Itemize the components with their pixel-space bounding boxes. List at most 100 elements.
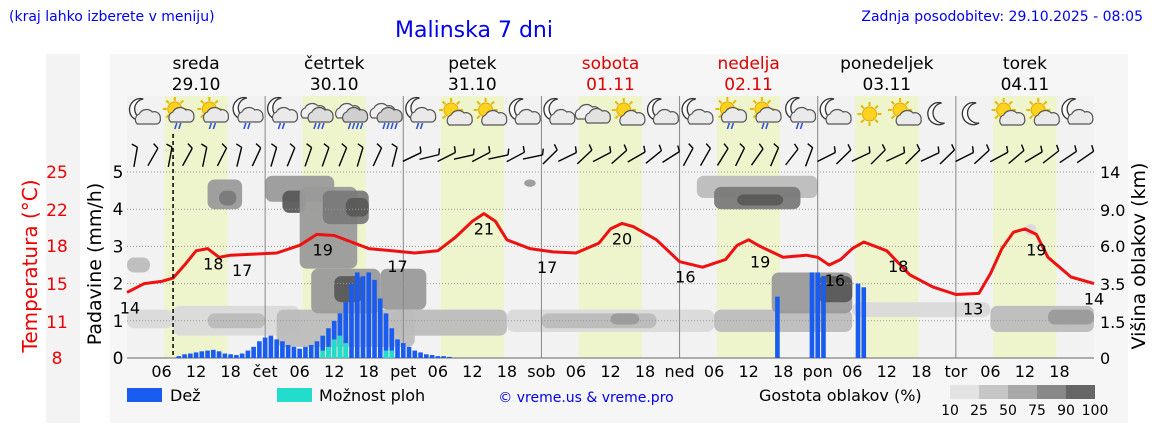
moon-cloud-rain-icon: [405, 96, 437, 130]
rain-bar: [343, 302, 349, 358]
wind-barb: [235, 143, 243, 167]
temperature-value-label: 18: [203, 255, 223, 274]
storm-bar: [389, 350, 395, 358]
wind-barb: [662, 145, 681, 163]
sun-cloud-rain-icon: [749, 97, 782, 130]
temperature-value-label: 17: [387, 257, 407, 276]
cloud-density-level: 10: [941, 403, 959, 419]
temperature-value-label: 21: [474, 220, 494, 239]
wind-barb: [1008, 144, 1025, 165]
temperature-tick: 22: [46, 201, 68, 221]
day-date: 02.11: [724, 75, 773, 95]
cloud-height-tick: 3.5: [1100, 275, 1125, 294]
weather-icons: [128, 96, 1094, 130]
cloud-density-swatch: [1008, 385, 1037, 399]
rain-bar: [821, 276, 826, 358]
wind-barb: [200, 143, 208, 167]
wind-barb: [870, 143, 886, 165]
rain-bar: [400, 343, 406, 358]
hour-label: tor: [945, 362, 968, 381]
rain-bar: [176, 356, 182, 358]
rain-bar: [395, 339, 400, 358]
rain-bar: [349, 283, 354, 358]
cloud-density-level: 100: [1082, 403, 1109, 419]
temperature-value-label: 13: [963, 299, 983, 318]
hour-label: 12: [324, 362, 344, 381]
wind-barb: [338, 143, 348, 167]
hour-label: čet: [253, 362, 278, 381]
rain-bar: [861, 287, 867, 358]
wind-barb: [488, 148, 510, 160]
sun-cloud-rain-icon: [197, 97, 230, 130]
day-date: 04.11: [1001, 75, 1050, 95]
precipitation-tick: 0: [113, 349, 124, 369]
cloud-patch: [610, 313, 640, 325]
rain-bar: [199, 351, 205, 358]
moon-cloud-icon: [1061, 97, 1094, 125]
hour-label: 18: [359, 362, 379, 381]
rain-bar: [815, 272, 821, 358]
cloud-density-swatch: [1066, 385, 1095, 399]
location-note[interactable]: (kraj lahko izberete v meniju): [9, 9, 215, 25]
cloud-density-level: 75: [1028, 403, 1046, 419]
wind-barb: [182, 143, 193, 167]
wind-barb: [804, 143, 814, 167]
rain-bar: [285, 344, 291, 358]
precipitation-tick: 5: [113, 163, 124, 183]
credit-link[interactable]: © vreme.us & vreme.pro: [498, 390, 673, 406]
rain-bar: [377, 298, 383, 358]
wind-barb: [699, 143, 712, 167]
hour-label: 12: [738, 362, 758, 381]
rain-bar: [205, 350, 210, 358]
page-title: Malinska 7 dni: [395, 18, 553, 43]
rain-bar: [216, 351, 222, 358]
legend-rain-label: Dež: [170, 386, 201, 405]
day-date: 01.11: [586, 75, 635, 95]
hour-label: 06: [428, 362, 448, 381]
cloud-patch: [127, 309, 174, 329]
rain-bar: [182, 354, 187, 358]
legend-storm-label: Možnost ploh: [319, 386, 425, 405]
moon-cloud-icon: [819, 97, 852, 125]
moon-cloud-icon: [128, 97, 162, 125]
rain-bar: [406, 346, 412, 358]
wind-barb: [558, 146, 578, 163]
wind-barbs: [131, 143, 1095, 167]
moon-cloud-icon: [681, 97, 714, 125]
wind-barb: [989, 145, 1009, 163]
day-name: ponedeljek: [840, 54, 934, 74]
temperature-axis-title: Temperatura (°C): [18, 179, 42, 353]
temperature-tick: 18: [46, 237, 68, 257]
wind-barb: [939, 144, 956, 165]
wind-barb: [973, 144, 990, 165]
cloud-rain-icon: [300, 102, 334, 130]
temperature-value-label: 17: [232, 261, 252, 280]
wind-barb: [216, 143, 228, 167]
rain-bar: [354, 272, 360, 358]
cloud-density-swatch: [979, 385, 1008, 399]
wind-barb: [645, 144, 663, 164]
temperature-value-label: 17: [537, 258, 557, 277]
hour-label: 06: [842, 362, 862, 381]
cloud-patch: [345, 198, 369, 217]
moon-cloud-icon: [508, 97, 541, 125]
precipitation-tick: 3: [113, 237, 124, 257]
cloud-patch: [219, 190, 237, 206]
cloud-density-swatch: [1037, 385, 1066, 399]
wind-barb: [734, 143, 746, 167]
wind-barb: [506, 145, 526, 163]
day-name: petek: [448, 54, 496, 74]
rain-bar: [257, 341, 262, 358]
legend: Dež Možnost ploh © vreme.us & vreme.pro …: [127, 385, 1108, 419]
hour-label: 06: [151, 362, 171, 381]
sun-cloud-icon: [611, 98, 646, 126]
temperature-value-label: 14: [120, 298, 140, 317]
temperature-tick: 11: [46, 313, 68, 333]
rain-bar: [268, 335, 274, 358]
rain-bar: [274, 339, 279, 358]
wind-barb: [886, 146, 906, 162]
precipitation-axis-title: Padavine (mm/h): [84, 183, 106, 346]
hour-label: 12: [186, 362, 206, 381]
